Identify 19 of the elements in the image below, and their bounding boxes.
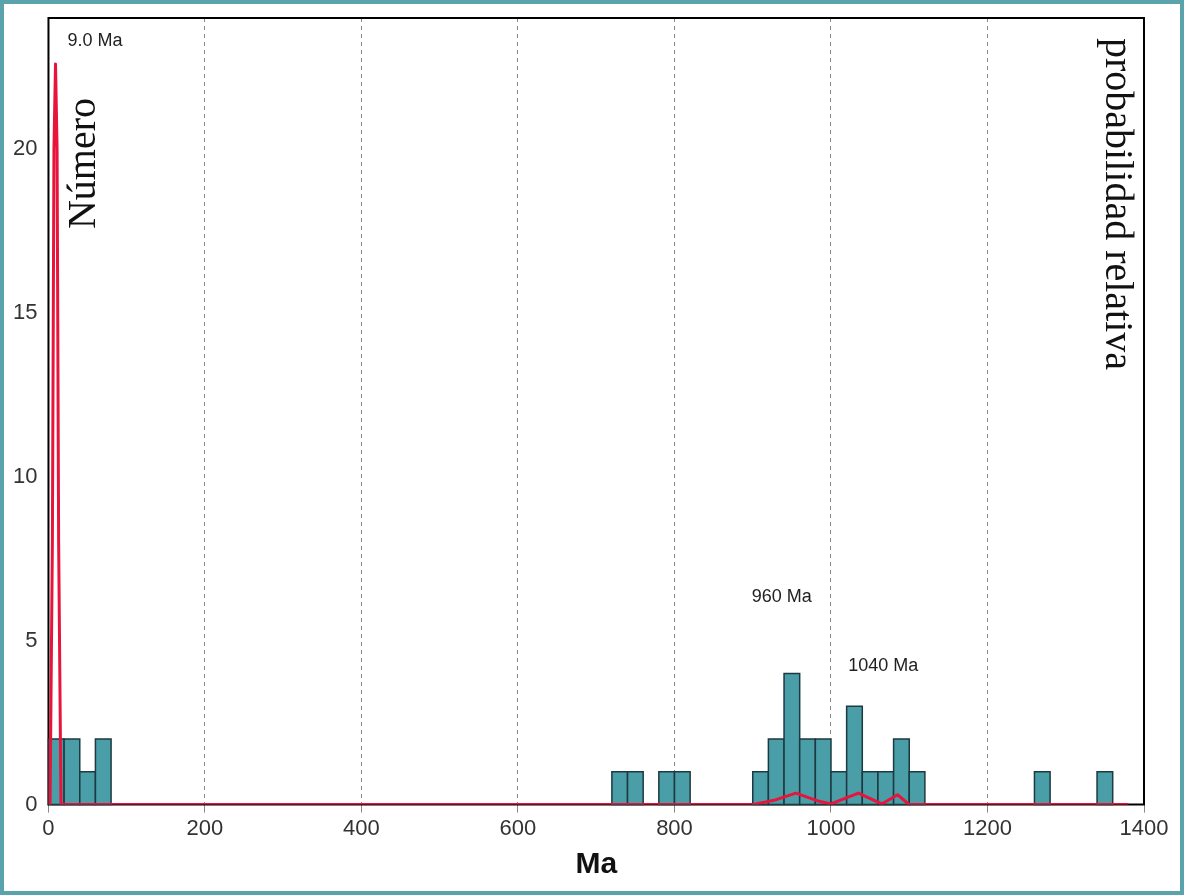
x-tick-label: 1400 <box>1119 814 1169 840</box>
y-tick-label: 10 <box>12 462 38 488</box>
annotation: 9.0 Ma <box>67 29 124 50</box>
x-axis-title: Ma <box>575 846 618 880</box>
y-axis-title: Número <box>58 98 104 230</box>
x-tick-label: 400 <box>343 814 380 840</box>
y2-axis-title: probabilidad relativa <box>1096 38 1142 371</box>
annotation: 1040 Ma <box>848 654 920 675</box>
x-tick-label: 800 <box>656 814 693 840</box>
annotation: 960 Ma <box>751 586 813 607</box>
x-tick-label: 600 <box>499 814 537 840</box>
x-tick-label: 200 <box>186 814 224 840</box>
y-tick-label: 5 <box>25 626 38 652</box>
y-tick-label: 0 <box>25 790 38 816</box>
x-tick-label: 0 <box>42 814 55 840</box>
x-tick-label: 1000 <box>806 814 856 840</box>
y-tick-label: 15 <box>12 299 38 325</box>
x-tick-label: 1200 <box>963 814 1012 840</box>
y-tick-label: 20 <box>12 135 38 161</box>
